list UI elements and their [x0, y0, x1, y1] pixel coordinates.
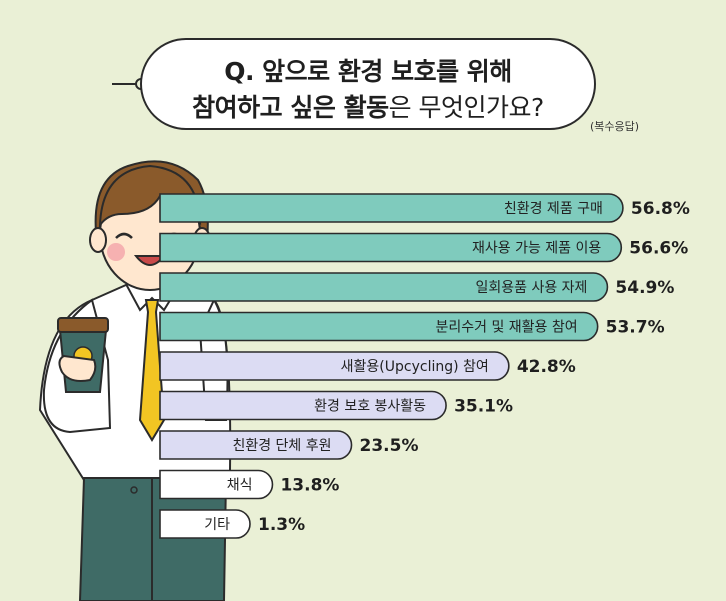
bar-7: [159, 469, 274, 500]
bar-label-6: 친환경 단체 후원: [232, 438, 331, 454]
bar-label-8: 기타: [204, 517, 230, 533]
bar-8: [159, 509, 251, 539]
question-text-1: 앞으로 환경 보호를 위해: [262, 57, 512, 86]
bar-value-2: 54.9%: [615, 278, 674, 298]
question-line-1: Q. 앞으로 환경 보호를 위해: [142, 52, 594, 88]
bar-value-6: 23.5%: [360, 436, 419, 456]
bar-label-3: 분리수거 및 재활용 참여: [435, 320, 577, 336]
bar-value-8: 1.3%: [258, 515, 305, 535]
bar-label-7: 채식: [227, 478, 253, 494]
bar-value-7: 13.8%: [280, 476, 339, 496]
bar-value-0: 56.8%: [631, 199, 690, 219]
bar-2: [159, 272, 609, 302]
bar-value-3: 53.7%: [606, 318, 665, 338]
bar-label-0: 친환경 제품 구매: [504, 201, 603, 217]
question-bubble: Q. 앞으로 환경 보호를 위해 참여하고 싶은 활동은 무엇인가요?: [140, 38, 596, 130]
bar-1: [159, 232, 623, 263]
bar-3: [159, 311, 599, 342]
bar-4: [159, 351, 510, 381]
bar-label-5: 환경 보호 봉사활동: [314, 399, 426, 415]
question-line-2: 참여하고 싶은 활동은 무엇인가요?: [142, 88, 594, 124]
bar-5: [159, 390, 447, 421]
bar-label-4: 새활용(Upcycling) 참여: [341, 359, 489, 375]
question-text-2-bold: 참여하고 싶은 활동: [192, 93, 389, 122]
question-text-2-rest: 은 무엇인가요?: [388, 93, 545, 122]
multiple-response-note: (복수응답): [590, 120, 640, 133]
bar-label-2: 일회용품 사용 자제: [475, 280, 587, 296]
bar-value-5: 35.1%: [454, 397, 513, 417]
bubble-connector-line: [112, 83, 142, 85]
bar-value-4: 42.8%: [517, 357, 576, 377]
bar-value-1: 56.6%: [629, 239, 688, 259]
bar-6: [159, 430, 353, 460]
question-prefix: Q.: [224, 57, 254, 86]
bar-label-1: 재사용 가능 제품 이용: [472, 241, 601, 257]
bar-0: [159, 193, 624, 223]
